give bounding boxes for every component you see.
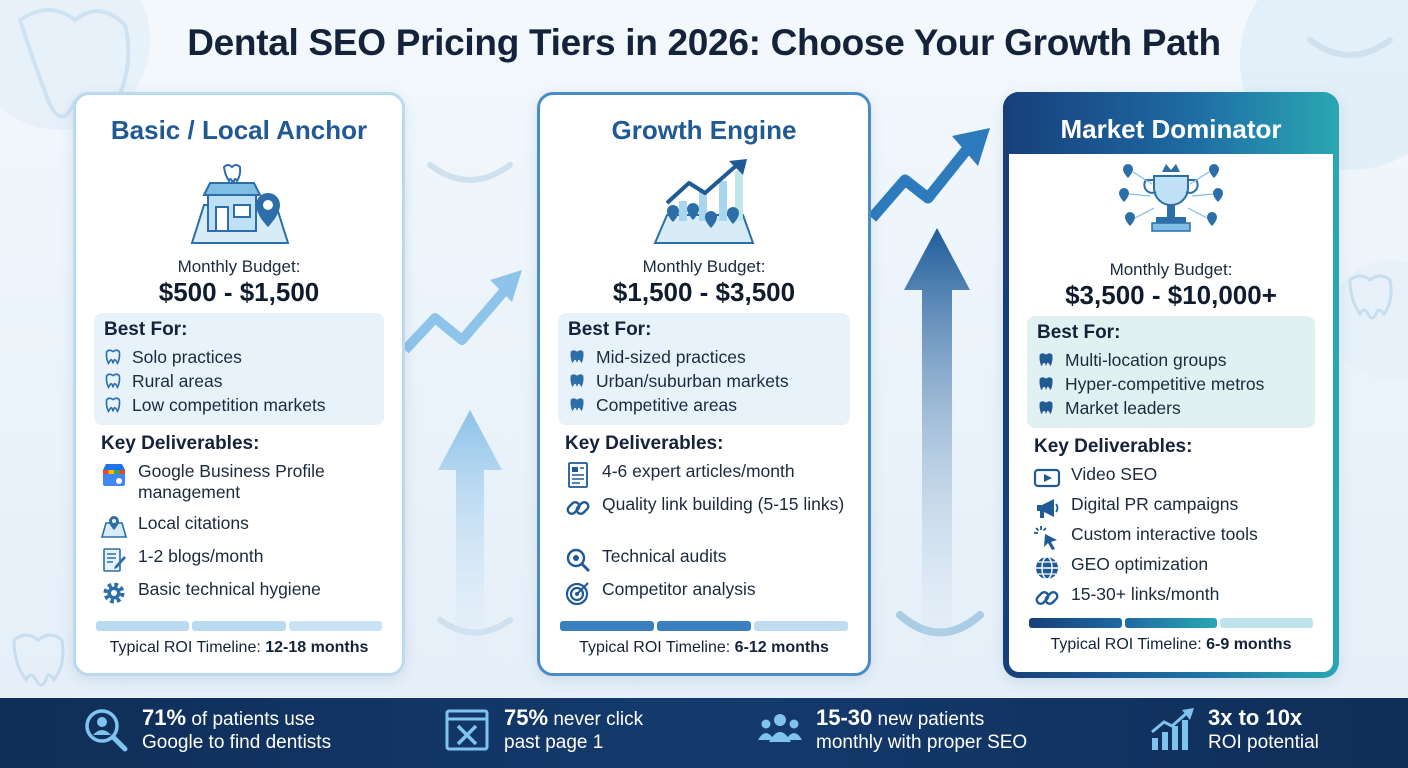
tier-title: Basic / Local Anchor bbox=[110, 115, 368, 145]
tier-card-growth: Growth Engine Monthly Budget: $1,500 - $… bbox=[537, 92, 871, 676]
deliverables-list: 4-6 expert articles/month Quality link b… bbox=[564, 461, 854, 612]
list-item: Mid-sized practices bbox=[568, 345, 840, 369]
list-item: 4-6 expert articles/month bbox=[564, 461, 854, 494]
list-item: Competitor analysis bbox=[564, 579, 854, 612]
tooth-icon bbox=[1039, 377, 1053, 391]
best-for-box: Best For: Multi-location groups Hyper-co… bbox=[1027, 316, 1315, 428]
tier-card-dominator: Market Dominator Monthly Budget: $3,500 … bbox=[1003, 92, 1339, 678]
best-for-title: Best For: bbox=[1037, 322, 1121, 343]
tooth-icon bbox=[570, 398, 584, 412]
page-title: Dental SEO Pricing Tiers in 2026: Choose… bbox=[187, 22, 1221, 63]
budget-label: Monthly Budget: bbox=[177, 257, 301, 276]
list-item: Local citations bbox=[100, 513, 388, 546]
tier-title: Market Dominator bbox=[1060, 114, 1282, 144]
best-for-title: Best For: bbox=[104, 319, 188, 340]
budget-value: $500 - $1,500 bbox=[158, 277, 320, 307]
list-item: Multi-location groups bbox=[1037, 348, 1305, 372]
video-play-icon bbox=[1033, 468, 1061, 488]
tooth-icon bbox=[1039, 401, 1053, 415]
list-item: Hyper-competitive metros bbox=[1037, 372, 1305, 396]
list-item: Technical audits bbox=[564, 546, 854, 579]
google-business-profile-icon bbox=[103, 464, 125, 486]
best-for-box: Best For: Solo practices Rural areas Low… bbox=[94, 313, 384, 425]
list-item: Digital PR campaigns bbox=[1033, 494, 1319, 524]
deliverables-title: Key Deliverables: bbox=[101, 433, 260, 454]
map-citation-icon bbox=[100, 516, 128, 538]
budget-value: $1,500 - $3,500 bbox=[612, 277, 796, 307]
trophy-crown-pins-icon bbox=[1119, 164, 1223, 232]
deliverables-list: Video SEO Digital PR campaigns Custom in… bbox=[1033, 464, 1319, 614]
blog-pencil-icon bbox=[103, 548, 126, 572]
stats-bar: 71% of patients use Google to find denti… bbox=[0, 698, 1408, 768]
stat-item: 15-30 new patients monthly with proper S… bbox=[756, 706, 1027, 754]
list-item: Urban/suburban markets bbox=[568, 369, 840, 393]
tier-title: Growth Engine bbox=[611, 115, 797, 145]
deliverables-list: Google Business Profile management Local… bbox=[100, 461, 388, 612]
stat-item: 75% never click past page 1 bbox=[444, 706, 643, 754]
tooth-icon bbox=[570, 374, 584, 388]
list-item: Quality link building (5-15 links) bbox=[564, 494, 854, 546]
budget-value: $3,500 - $10,000+ bbox=[1065, 280, 1277, 310]
roi-progress-bar bbox=[560, 621, 848, 631]
browser-close-icon bbox=[445, 709, 489, 751]
growth-chart-map-icon bbox=[653, 159, 755, 244]
gear-icon bbox=[103, 582, 125, 604]
target-icon bbox=[565, 582, 589, 606]
roi-timeline: Typical ROI Timeline: 6-9 months bbox=[1050, 636, 1292, 653]
deliverables-title: Key Deliverables: bbox=[565, 433, 724, 454]
list-item: Video SEO bbox=[1033, 464, 1319, 494]
people-group-icon bbox=[758, 714, 802, 742]
list-item: Low competition markets bbox=[104, 393, 374, 417]
article-document-icon bbox=[568, 462, 588, 488]
budget-label: Monthly Budget: bbox=[1109, 260, 1233, 279]
tooth-icon bbox=[105, 373, 121, 390]
audit-magnifier-icon bbox=[566, 548, 591, 573]
list-item: 15-30+ links/month bbox=[1033, 584, 1319, 614]
tier-card-basic: Basic / Local Anchor Monthly Budget: $50… bbox=[73, 92, 405, 676]
chain-link-icon bbox=[566, 501, 590, 515]
stat-item: 71% of patients use Google to find denti… bbox=[82, 706, 331, 754]
list-item: Competitive areas bbox=[568, 393, 840, 417]
list-item: Basic technical hygiene bbox=[100, 579, 388, 612]
bar-chart-arrow-icon bbox=[1151, 708, 1194, 750]
list-item: Market leaders bbox=[1037, 396, 1305, 420]
tooth-icon bbox=[105, 349, 121, 366]
roi-timeline: Typical ROI Timeline: 12-18 months bbox=[109, 639, 369, 656]
list-item: GEO optimization bbox=[1033, 554, 1319, 584]
list-item: 1-2 blogs/month bbox=[100, 546, 388, 579]
roi-timeline: Typical ROI Timeline: 6-12 months bbox=[579, 639, 829, 656]
storefront-map-pin-icon bbox=[190, 164, 290, 244]
cursor-click-icon bbox=[1034, 526, 1057, 550]
budget-label: Monthly Budget: bbox=[642, 257, 766, 276]
roi-progress-bar bbox=[96, 621, 382, 631]
list-item: Solo practices bbox=[104, 345, 374, 369]
list-item: Rural areas bbox=[104, 369, 374, 393]
list-item: Google Business Profile management bbox=[100, 461, 388, 513]
stat-item: 3x to 10x ROI potential bbox=[1148, 706, 1319, 754]
deliverables-title: Key Deliverables: bbox=[1034, 436, 1193, 457]
tooth-icon bbox=[570, 350, 584, 364]
megaphone-icon bbox=[1037, 499, 1059, 518]
globe-icon bbox=[1036, 556, 1058, 580]
best-for-box: Best For: Mid-sized practices Urban/subu… bbox=[558, 313, 850, 425]
card-header bbox=[1003, 92, 1339, 154]
best-for-title: Best For: bbox=[568, 319, 652, 340]
roi-progress-bar bbox=[1029, 618, 1314, 628]
list-item: Custom interactive tools bbox=[1033, 524, 1319, 554]
tooth-icon bbox=[1039, 353, 1053, 367]
search-person-icon bbox=[85, 709, 128, 752]
chain-link-icon bbox=[1035, 591, 1059, 605]
tooth-icon bbox=[105, 397, 121, 414]
